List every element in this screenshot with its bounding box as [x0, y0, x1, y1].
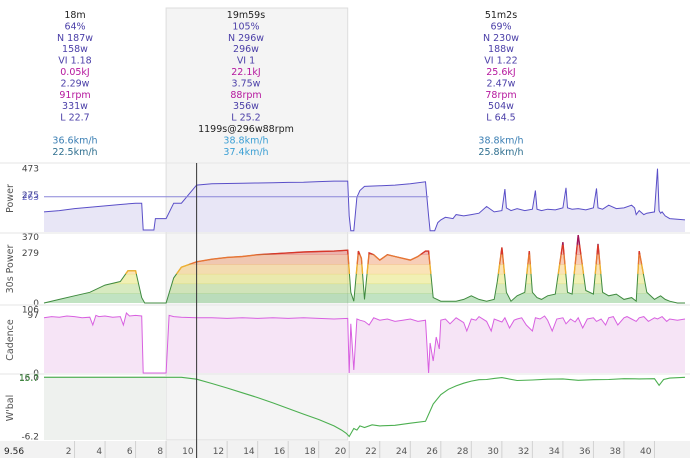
- stat-value: 38.8km/h: [223, 135, 268, 146]
- wbal-shade: [44, 376, 167, 440]
- x-tick-label: 28: [457, 447, 469, 457]
- x-tick-label: 34: [548, 447, 560, 457]
- stat-value: VI 1.18: [58, 56, 91, 67]
- stat-value: 18m: [64, 10, 85, 21]
- y-axis-label: W'bal: [5, 395, 16, 422]
- x-axis-start-label: 9.56: [4, 447, 24, 457]
- chart-panel: W'bal 16.015.7 -6.2: [0, 373, 690, 443]
- stat-value: 504w: [488, 101, 514, 112]
- stat-value: 0.05kJ: [60, 67, 89, 78]
- stat-value: N 296w: [228, 33, 264, 44]
- x-tick-label: 20: [335, 447, 347, 457]
- stat-value: VI 1.22: [484, 56, 517, 67]
- y-tick-label: 279: [22, 249, 39, 259]
- stat-value: L 64.5: [486, 113, 515, 124]
- stat-value: 69%: [490, 21, 511, 32]
- stat-value: 331w: [62, 101, 88, 112]
- power-area: [44, 168, 685, 232]
- stat-value: 105%: [232, 21, 259, 32]
- y-tick-label: 106: [22, 305, 39, 315]
- y-tick-label: -6.2: [21, 433, 39, 443]
- stat-value: 91rpm: [59, 90, 90, 101]
- stat-value: 2.29w: [61, 78, 90, 89]
- stat-value: 1199s@296w88rpm: [198, 124, 294, 135]
- stat-value: 25.6kJ: [486, 67, 515, 78]
- zone-band: [44, 273, 685, 285]
- x-tick-label: 10: [182, 447, 194, 457]
- y-tick-label: 97: [28, 311, 39, 321]
- stat-value: VI 1: [237, 56, 255, 67]
- x-tick-label: 26: [426, 447, 438, 457]
- x-tick-label: 8: [157, 447, 163, 457]
- stat-value: 356w: [233, 101, 259, 112]
- stat-value: 3.75w: [232, 78, 261, 89]
- stat-value: 78rpm: [485, 90, 516, 101]
- stat-value: 88rpm: [230, 90, 261, 101]
- stat-value: L 22.7: [60, 113, 89, 124]
- stat-value: 158w: [62, 44, 88, 55]
- x-tick-label: 4: [96, 447, 102, 457]
- y-tick-label: 275: [22, 191, 39, 201]
- stat-value: N 230w: [483, 33, 519, 44]
- x-tick-label: 18: [304, 447, 316, 457]
- stat-value: 51m2s: [485, 10, 517, 21]
- zone-band: [44, 244, 685, 255]
- y-axis-label: 30s Power: [5, 245, 16, 294]
- stat-value: 25.8km/h: [478, 147, 523, 158]
- y-tick-label: 0: [33, 299, 39, 309]
- x-tick-label: 2: [66, 447, 72, 457]
- stat-value: N 187w: [57, 33, 93, 44]
- y-tick-label: 15.7: [19, 374, 39, 384]
- y-axis-label: Cadence: [5, 319, 16, 361]
- stat-value: 19m59s: [227, 10, 265, 21]
- stat-value: 36.6km/h: [52, 135, 97, 146]
- stat-value: L 25.2: [231, 113, 260, 124]
- stat-value: 22.1kJ: [231, 67, 260, 78]
- y-tick-label: 370: [22, 233, 39, 243]
- x-axis-band: [0, 441, 690, 458]
- zone-band: [44, 235, 685, 246]
- stat-value: 296w: [233, 44, 259, 55]
- x-tick-label: 14: [243, 447, 255, 457]
- y-tick-label: 473: [22, 165, 39, 175]
- x-tick-label: 32: [518, 447, 529, 457]
- x-tick-label: 12: [213, 447, 224, 457]
- stat-value: 37.4km/h: [223, 147, 268, 158]
- x-tick-label: 16: [274, 447, 286, 457]
- stat-value: 38.8km/h: [478, 135, 523, 146]
- power-line: [43, 168, 686, 232]
- x-tick-label: 36: [579, 447, 591, 457]
- zone-band: [44, 254, 685, 265]
- y-axis-label: Power: [5, 184, 16, 213]
- x-tick-label: 6: [127, 447, 133, 457]
- power-30s-line: [43, 234, 685, 304]
- stat-value: 22.5km/h: [52, 147, 97, 158]
- stat-value: 2.47w: [487, 78, 516, 89]
- x-tick-label: 40: [640, 447, 652, 457]
- x-axis: 9.56 2 4 6 8 10 12 14 16 18 20 22 24 26 28 30 32 34 36 38 40: [0, 441, 690, 458]
- x-tick-label: 38: [609, 447, 621, 457]
- zone-band: [44, 264, 685, 275]
- x-tick-label: 30: [487, 447, 499, 457]
- x-tick-label: 24: [396, 447, 408, 457]
- y-tick-label: 263: [22, 193, 39, 203]
- stat-value: 64%: [64, 21, 85, 32]
- cadence-area: [44, 313, 685, 373]
- wbal-line: [44, 376, 686, 438]
- stat-value: 188w: [488, 44, 514, 55]
- x-tick-label: 22: [365, 447, 376, 457]
- cadence-line: [43, 312, 686, 374]
- y-tick-label: 16.0: [19, 373, 39, 383]
